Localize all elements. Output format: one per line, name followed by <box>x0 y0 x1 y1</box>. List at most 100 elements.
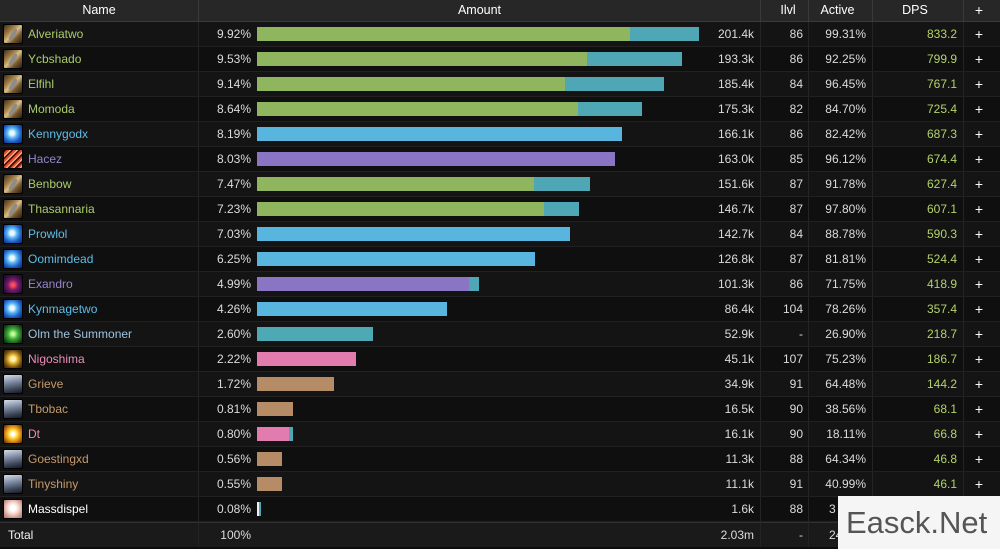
expand-row-button[interactable]: + <box>963 97 1000 121</box>
damage-bar-track <box>257 352 699 366</box>
column-header-ilvl[interactable]: Ilvl <box>760 0 808 21</box>
expand-row-button[interactable]: + <box>963 397 1000 421</box>
player-name-link[interactable]: Momoda <box>28 102 75 116</box>
dps-value: 68.1 <box>872 397 963 421</box>
expand-row-button[interactable]: + <box>963 147 1000 171</box>
damage-bar-track <box>257 452 699 466</box>
expand-row-button[interactable]: + <box>963 22 1000 46</box>
column-header-name[interactable]: Name <box>82 3 116 17</box>
damage-bar <box>257 477 282 491</box>
player-name-link[interactable]: Ycbshado <box>28 52 82 66</box>
expand-row-button[interactable]: + <box>963 322 1000 346</box>
expand-row-button[interactable]: + <box>963 47 1000 71</box>
amount-cell: 7.03% 142.7k <box>198 222 760 246</box>
expand-row-button[interactable]: + <box>963 272 1000 296</box>
item-level: 84 <box>760 72 808 96</box>
player-name-link[interactable]: Kennygodx <box>28 127 89 141</box>
name-cell: Prowlol <box>0 222 198 246</box>
player-name-link[interactable]: Dt <box>28 427 40 441</box>
player-name-link[interactable]: Massdispel <box>28 502 89 516</box>
player-name-link[interactable]: Alveriatwo <box>28 27 84 41</box>
damage-amount: 166.1k <box>717 127 754 141</box>
table-row: Oomimdead 6.25% 126.8k 87 81.81% 524.4 + <box>0 247 1000 272</box>
bar-segment <box>289 427 293 441</box>
name-cell: Nigoshima <box>0 347 198 371</box>
column-header-active[interactable]: Active <box>808 0 872 21</box>
expand-row-button[interactable]: + <box>963 422 1000 446</box>
damage-bar <box>257 52 682 66</box>
expand-row-button[interactable]: + <box>963 447 1000 471</box>
damage-bar-track <box>257 52 699 66</box>
column-header-add-button[interactable]: + <box>963 0 1000 21</box>
damage-bar-track <box>257 427 699 441</box>
bar-segment <box>257 277 470 291</box>
player-name-link[interactable]: Hacez <box>28 152 63 166</box>
dps-value: 46.8 <box>872 447 963 471</box>
golden-shield-icon <box>3 349 23 369</box>
player-name-link[interactable]: Grieve <box>28 377 64 391</box>
name-cell: Exandro <box>0 272 198 296</box>
name-cell: Hacez <box>0 147 198 171</box>
expand-row-button[interactable]: + <box>963 222 1000 246</box>
expand-row-button[interactable]: + <box>963 347 1000 371</box>
player-name-link[interactable]: Thasannaria <box>28 202 95 216</box>
damage-bar <box>257 377 334 391</box>
bar-segment <box>257 52 588 66</box>
table-row: Elfihl 9.14% 185.4k 84 96.45% 767.1 + <box>0 72 1000 97</box>
column-header-dps[interactable]: DPS <box>872 0 963 21</box>
dps-value: 590.3 <box>872 222 963 246</box>
column-header-amount[interactable]: Amount <box>198 0 760 21</box>
name-cell: Momoda <box>0 97 198 121</box>
expand-row-button[interactable]: + <box>963 297 1000 321</box>
amount-cell: 0.56% 11.3k <box>198 447 760 471</box>
player-name-link[interactable]: Benbow <box>28 177 72 191</box>
active-percent: 75.23% <box>808 347 872 371</box>
expand-row-button[interactable]: + <box>963 472 1000 496</box>
player-name-link[interactable]: Kynmagetwo <box>28 302 98 316</box>
player-name-link[interactable]: Tinyshiny <box>28 477 79 491</box>
damage-bar-track <box>257 202 699 216</box>
item-level: 86 <box>760 47 808 71</box>
total-row: Total 100% 2.03m - 24 <box>0 522 1000 547</box>
amount-cell: 0.55% 11.1k <box>198 472 760 496</box>
active-percent: 64.34% <box>808 447 872 471</box>
player-name-link[interactable]: Olm the Summoner <box>28 327 133 341</box>
damage-amount: 1.6k <box>731 502 754 516</box>
player-name-link[interactable]: Prowlol <box>28 227 68 241</box>
name-cell: Kennygodx <box>0 122 198 146</box>
damage-bar <box>257 252 536 266</box>
bar-segment <box>257 202 545 216</box>
damage-bar <box>257 402 294 416</box>
expand-row-button[interactable]: + <box>963 122 1000 146</box>
beast-claw-icon <box>3 199 23 219</box>
player-name-link[interactable]: Exandro <box>28 277 73 291</box>
dps-value: 725.4 <box>872 97 963 121</box>
name-cell: Goestingxd <box>0 447 198 471</box>
holy-priest-icon <box>3 499 23 519</box>
damage-table-body: Alveriatwo 9.92% 201.4k 86 99.31% 833.2 + Ycbsh… <box>0 22 1000 522</box>
expand-row-button[interactable]: + <box>963 172 1000 196</box>
damage-percent: 0.81% <box>216 402 251 416</box>
player-name-link[interactable]: Goestingxd <box>28 452 89 466</box>
damage-percent: 0.80% <box>216 427 251 441</box>
damage-percent: 7.03% <box>216 227 251 241</box>
name-cell: Thasannaria <box>0 197 198 221</box>
item-level: 91 <box>760 372 808 396</box>
active-percent: 3 <box>808 497 872 521</box>
expand-row-button[interactable]: + <box>963 372 1000 396</box>
player-name-link[interactable]: Oomimdead <box>28 252 94 266</box>
table-row: Massdispel 0.08% 1.6k 88 3 <box>0 497 1000 522</box>
player-name-link[interactable]: Elfihl <box>28 77 55 91</box>
amount-cell: 2.60% 52.9k <box>198 322 760 346</box>
damage-bar-track <box>257 127 699 141</box>
damage-bar-track <box>257 277 699 291</box>
active-percent: 71.75% <box>808 272 872 296</box>
expand-row-button[interactable]: + <box>963 72 1000 96</box>
damage-bar-track <box>257 77 699 91</box>
player-name-link[interactable]: Tbobac <box>28 402 69 416</box>
player-name-link[interactable]: Nigoshima <box>28 352 85 366</box>
damage-amount: 86.4k <box>724 302 754 316</box>
expand-row-button[interactable]: + <box>963 247 1000 271</box>
expand-row-button[interactable]: + <box>963 197 1000 221</box>
item-level: 86 <box>760 22 808 46</box>
